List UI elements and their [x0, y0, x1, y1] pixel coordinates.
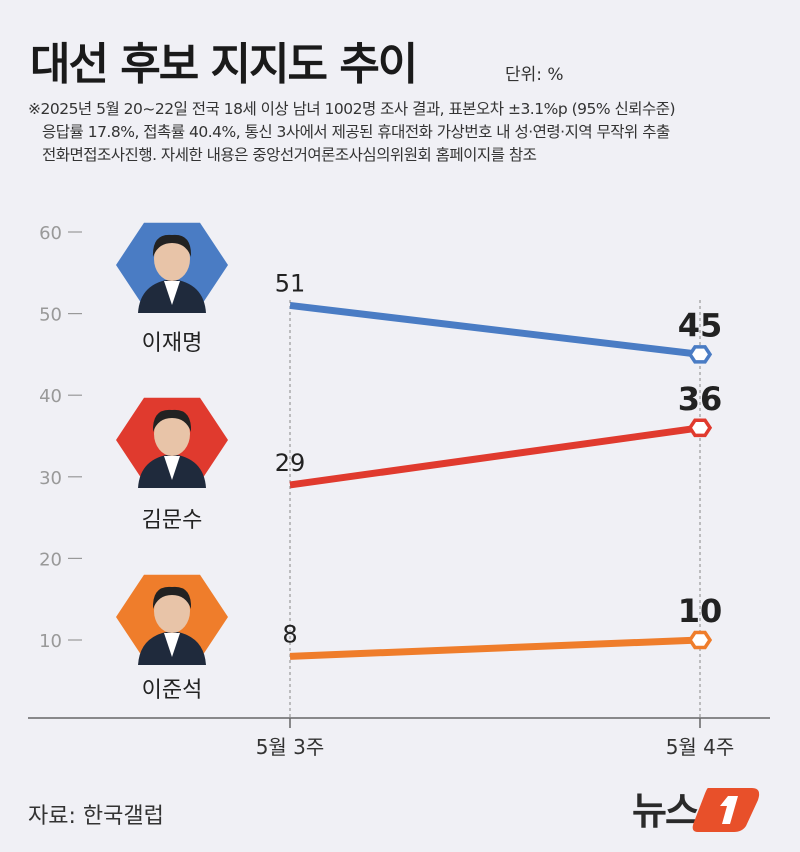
y-tick-label: 60 — [39, 223, 62, 244]
y-tick-label: 10 — [39, 631, 62, 652]
series-1: 29 36 김문수 — [116, 380, 722, 533]
survey-note: ※2025년 5월 20~22일 전국 18세 이상 남녀 1002명 조사 결… — [28, 98, 676, 167]
data-label: 29 — [275, 449, 306, 477]
source-label: 자료: 한국갤럽 — [28, 804, 164, 829]
candidate-name: 김문수 — [142, 508, 203, 533]
svg-text:뉴스: 뉴스 — [632, 789, 699, 833]
candidate-photo-hair — [152, 586, 192, 609]
data-label: 51 — [275, 269, 306, 297]
series-line — [289, 636, 701, 660]
y-tick-label: 20 — [39, 549, 62, 570]
series-line — [289, 424, 701, 489]
note-line: 응답률 17.8%, 접촉률 40.4%, 통신 3사에서 제공된 휴대전화 가… — [42, 123, 670, 141]
end-point-marker — [687, 418, 713, 438]
series-2: 8 10 이준석 — [116, 574, 723, 703]
candidate-photo-face — [154, 237, 190, 281]
x-tick-label: 5월 4주 — [666, 735, 735, 759]
candidate-name: 이준석 — [142, 678, 203, 703]
note-line: 전화면접조사진행. 자세한 내용은 중앙선거여론조사심의위원회 홈페이지를 참조 — [42, 146, 537, 164]
note-line: ※2025년 5월 20~22일 전국 18세 이상 남녀 1002명 조사 결… — [28, 100, 676, 118]
candidate-photo-hair — [152, 409, 192, 432]
y-tick-label: 40 — [39, 386, 62, 407]
end-point-marker — [687, 345, 713, 364]
series-0: 51 45 이재명 — [116, 222, 723, 364]
candidate-name: 이재명 — [142, 331, 203, 356]
y-tick-label: 30 — [39, 468, 62, 489]
data-label: 45 — [678, 306, 723, 344]
unit-label: 단위: % — [505, 65, 564, 85]
candidate-photo-shirt — [164, 456, 180, 480]
page-title: 대선 후보 지지도 추이 — [30, 39, 418, 90]
x-tick-label: 5월 3주 — [256, 735, 325, 759]
candidate-photo-face — [154, 412, 190, 456]
data-label: 36 — [678, 380, 723, 418]
data-label: 10 — [678, 592, 723, 630]
candidate-photo-shirt — [164, 281, 180, 305]
data-label: 8 — [282, 620, 297, 648]
series-line — [289, 301, 701, 358]
y-tick-label: 50 — [39, 305, 62, 326]
end-point-marker — [687, 630, 713, 650]
candidate-photo-hair — [152, 234, 192, 257]
candidate-photo-face — [154, 589, 190, 633]
news1-logo: 뉴스 — [632, 780, 762, 840]
candidate-photo-shirt — [164, 633, 180, 657]
